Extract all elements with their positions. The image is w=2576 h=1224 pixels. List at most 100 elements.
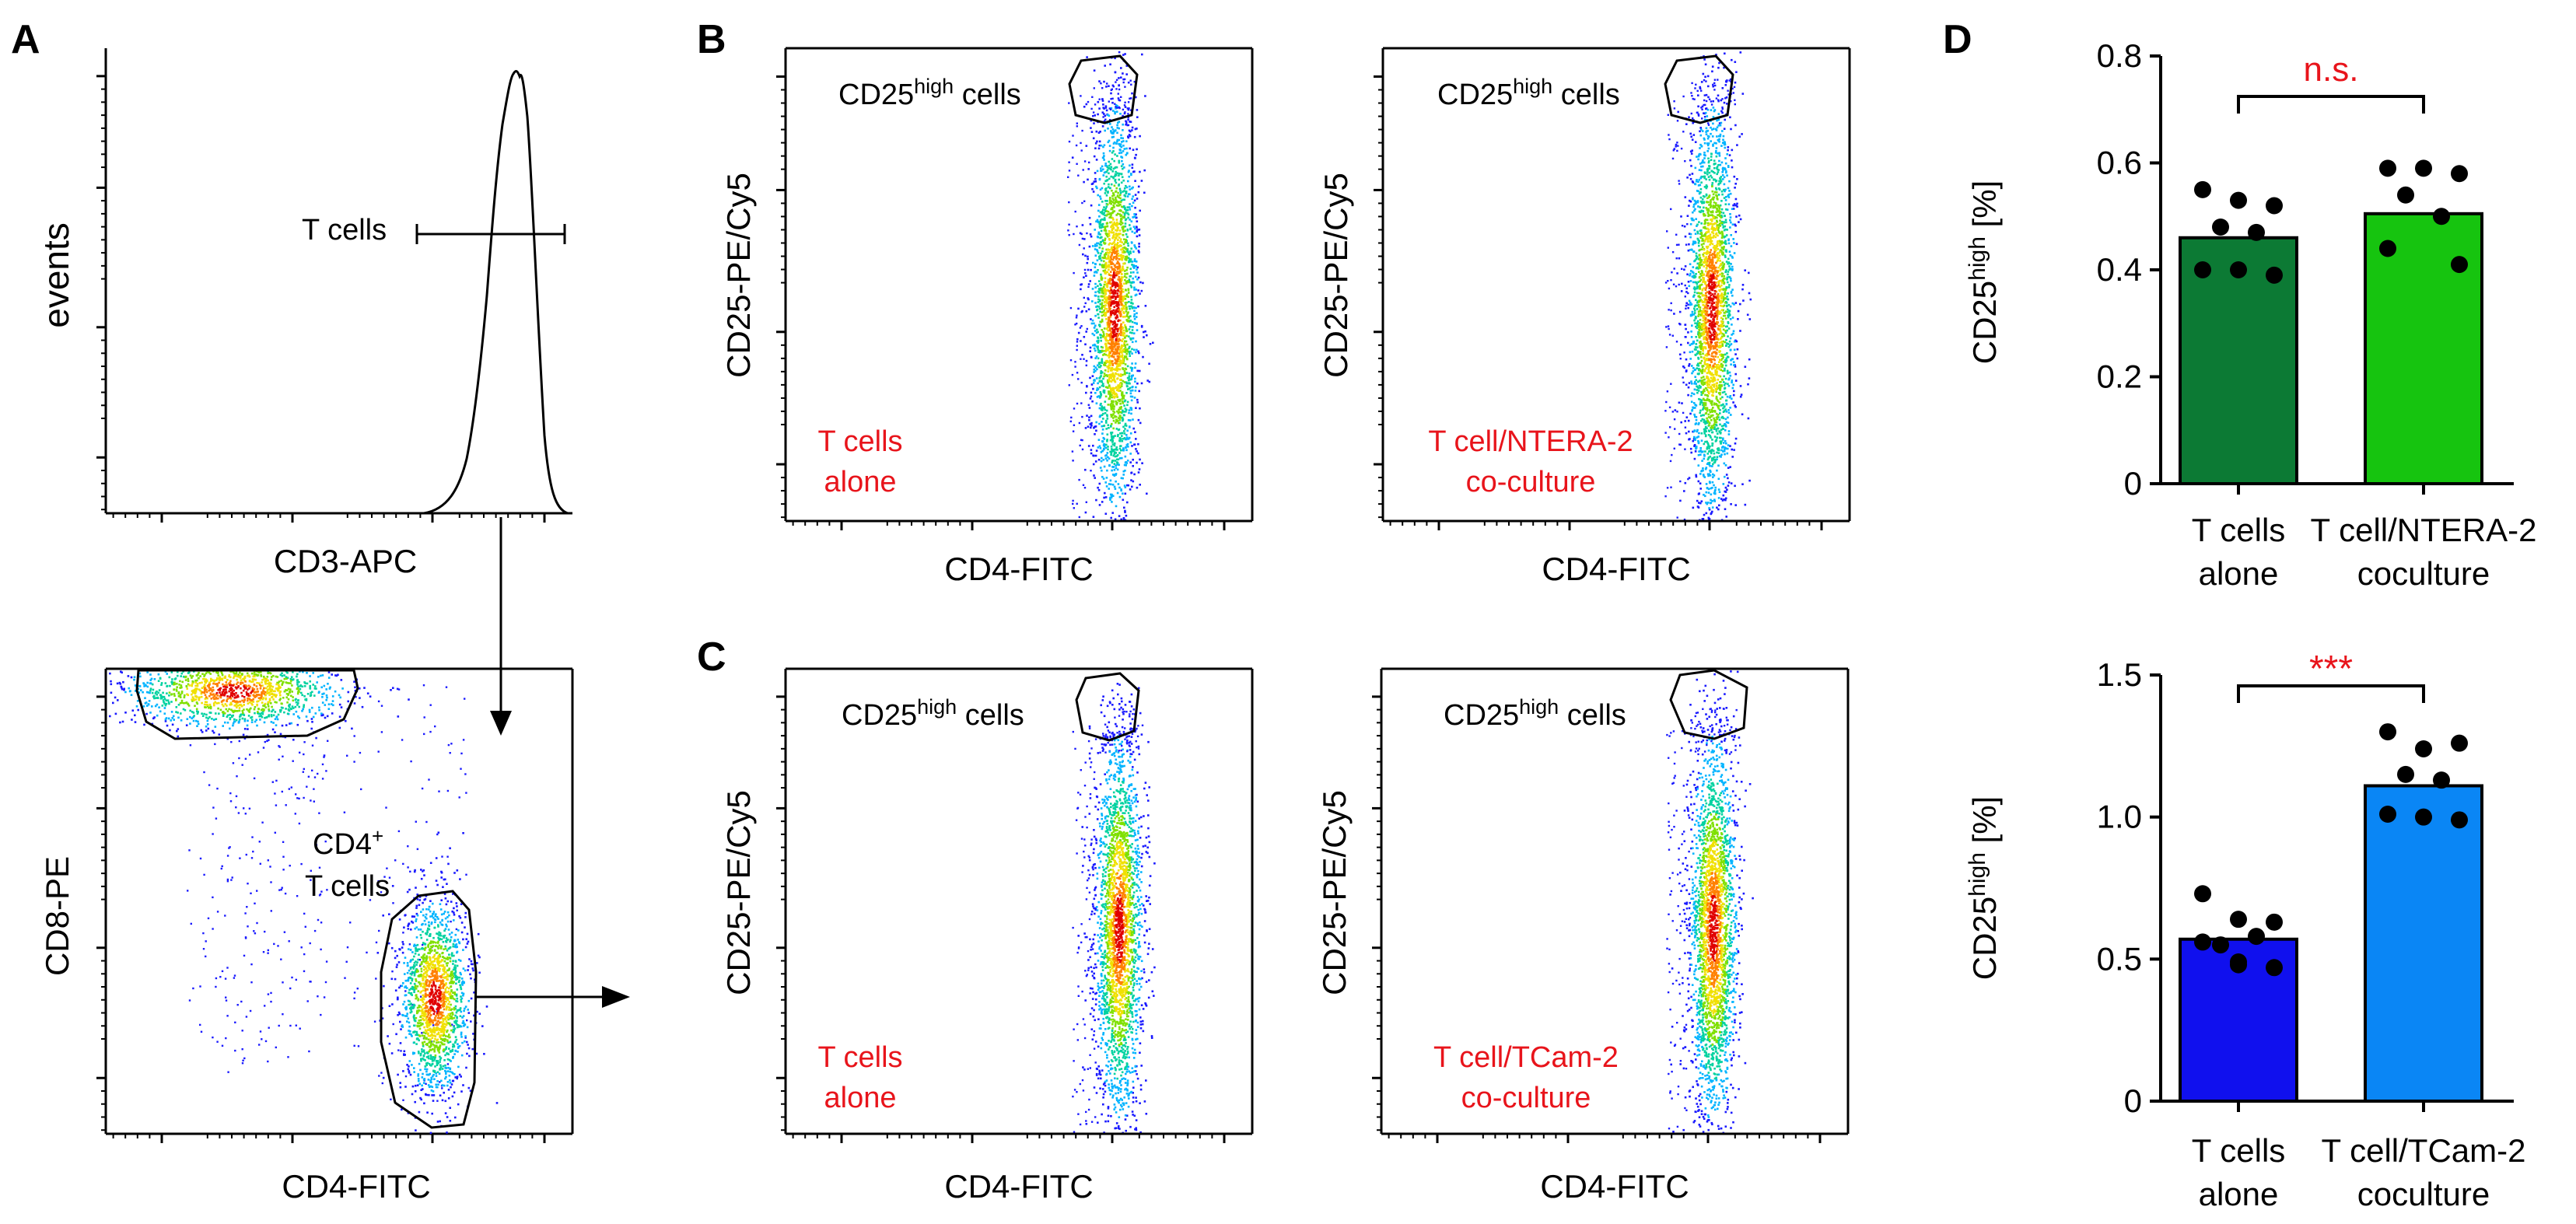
cd4-cd25-event-dot xyxy=(1131,348,1133,351)
cd4-cd25-event-dot xyxy=(1109,393,1111,396)
cd4-cluster-dot xyxy=(420,982,423,985)
cd4-cd25-event-dot xyxy=(1103,212,1105,215)
cd8-cluster-dot xyxy=(213,680,215,683)
cd4-cd25-event-dot xyxy=(1084,343,1087,346)
sparse-event-dot xyxy=(282,855,285,858)
cd4-cluster-dot xyxy=(451,1095,454,1098)
cd4-cluster-dot xyxy=(444,991,447,994)
cd4-cluster-dot xyxy=(464,969,467,972)
cd8-cluster-dot xyxy=(296,681,299,684)
cd8-cluster-dot xyxy=(268,683,271,685)
cd8-cluster-dot xyxy=(324,716,327,719)
cd4-cd25-event-dot xyxy=(1123,212,1126,215)
cd4-cluster-dot xyxy=(427,1084,430,1086)
cd4-cluster-dot xyxy=(460,903,463,905)
sparse-event-dot xyxy=(418,959,422,961)
cd8-cluster-dot xyxy=(206,723,209,726)
cd8-cluster-dot xyxy=(257,697,261,699)
cd8-cluster-dot xyxy=(208,694,211,698)
cd8-cluster-dot xyxy=(271,728,275,731)
cd4-cd25-event-dot xyxy=(1107,446,1109,448)
cd4-cluster-dot xyxy=(448,967,450,970)
cd4-cd25-event-dot xyxy=(1115,452,1118,454)
sparse-event-dot xyxy=(317,995,319,998)
cd4-cd25-event-dot xyxy=(1100,339,1102,342)
sparse-event-dot xyxy=(428,778,430,781)
cd8-cluster-dot xyxy=(247,674,250,677)
cd4-cd25-event-dot xyxy=(1107,448,1109,451)
cd8-cluster-dot xyxy=(236,706,238,708)
cd4-cd25-event-dot xyxy=(1101,358,1104,361)
cd8-cluster-dot xyxy=(200,695,203,698)
cd4-cluster-dot xyxy=(408,1003,410,1006)
cd8-cluster-dot xyxy=(222,725,224,727)
cd4-cd25-event-dot xyxy=(1137,305,1139,308)
cd4-cd25-event-dot xyxy=(1119,190,1122,192)
cd4-cluster-dot xyxy=(477,932,480,935)
cd4-cd25-event-dot xyxy=(1121,432,1123,435)
cd4-cd25-event-dot xyxy=(1117,428,1120,432)
cd4-cluster-dot xyxy=(446,900,450,903)
cd4-cluster-dot xyxy=(413,1041,415,1044)
cd4-cluster-dot xyxy=(460,1054,464,1057)
cd4-cluster-dot xyxy=(457,1043,459,1045)
cd4-cd25-event-dot xyxy=(1097,439,1101,441)
cd4-cluster-dot xyxy=(425,1093,427,1096)
cd8-cluster-dot xyxy=(229,703,232,706)
cd4-cd25-event-dot xyxy=(1131,261,1134,263)
cd8-cluster-dot xyxy=(145,701,148,704)
cd8-cluster-dot xyxy=(191,711,194,713)
cd4-cd25-event-dot xyxy=(1117,433,1119,436)
cd4-cluster-dot xyxy=(443,878,446,881)
cd4-cluster-dot xyxy=(440,945,443,948)
sparse-event-dot xyxy=(282,1013,284,1016)
cd4-cd25-event-dot xyxy=(1103,144,1106,146)
cd4-cd25-event-dot xyxy=(1109,63,1111,66)
cd4-cluster-dot xyxy=(442,985,444,988)
sparse-event-dot xyxy=(411,1003,414,1006)
cd8-cluster-dot xyxy=(283,677,286,680)
cd4-cluster-dot xyxy=(451,1079,454,1082)
cd4-cd25-event-dot xyxy=(1079,232,1082,235)
cd4-cd25-event-dot xyxy=(1129,337,1132,340)
cd4-cluster-dot xyxy=(439,1066,443,1068)
cd8-cluster-dot xyxy=(299,687,302,691)
sparse-event-dot xyxy=(302,771,304,773)
cd4-cluster-dot xyxy=(414,1090,417,1093)
cd4-cluster-dot xyxy=(448,946,451,949)
cd4-cluster-dot xyxy=(426,1111,429,1114)
cd4-cd25-event-dot xyxy=(1118,408,1120,411)
cd4-cd25-event-dot xyxy=(1097,446,1100,449)
cd4-cluster-dot xyxy=(437,1027,440,1030)
cd8-cluster-dot xyxy=(263,693,266,695)
cd8-cluster-dot xyxy=(277,681,280,684)
cd4-cd25-event-dot xyxy=(1101,111,1104,114)
cd4-cd25-event-dot xyxy=(1111,176,1115,178)
cd4-cluster-dot xyxy=(416,1084,419,1086)
cd8-cluster-dot xyxy=(226,705,228,707)
sparse-event-dot xyxy=(233,974,236,977)
cd4-cd25-event-dot xyxy=(1118,414,1121,417)
cd8-cluster-dot xyxy=(209,705,212,708)
cd4-cluster-dot xyxy=(454,1040,457,1043)
cd8-cluster-dot xyxy=(208,703,212,706)
cd4-cluster-dot xyxy=(457,929,460,932)
cd4-cd25-event-dot xyxy=(1131,329,1134,331)
cd4-cluster-dot xyxy=(411,915,414,918)
cd4-cd25-event-dot xyxy=(1103,206,1105,208)
cd4-cluster-dot xyxy=(421,1076,424,1079)
cd4-cd25-event-dot xyxy=(1132,418,1134,421)
sparse-event-dot xyxy=(290,786,292,789)
cd8-cluster-dot xyxy=(173,688,176,691)
cd8-cluster-dot xyxy=(315,687,317,690)
cd4-cd25-event-dot xyxy=(1115,198,1117,201)
sparse-event-dot xyxy=(230,879,233,881)
cd8-cluster-dot xyxy=(289,680,292,682)
cd8-cluster-dot xyxy=(138,685,142,687)
sparse-event-dot xyxy=(264,740,266,743)
cd4-cluster-dot xyxy=(438,1051,441,1054)
cd4-cluster-dot xyxy=(399,1020,401,1023)
cd4-cluster-dot xyxy=(436,1006,439,1009)
cd8-cluster-dot xyxy=(198,682,201,684)
cd4-cluster-dot xyxy=(420,1059,422,1062)
